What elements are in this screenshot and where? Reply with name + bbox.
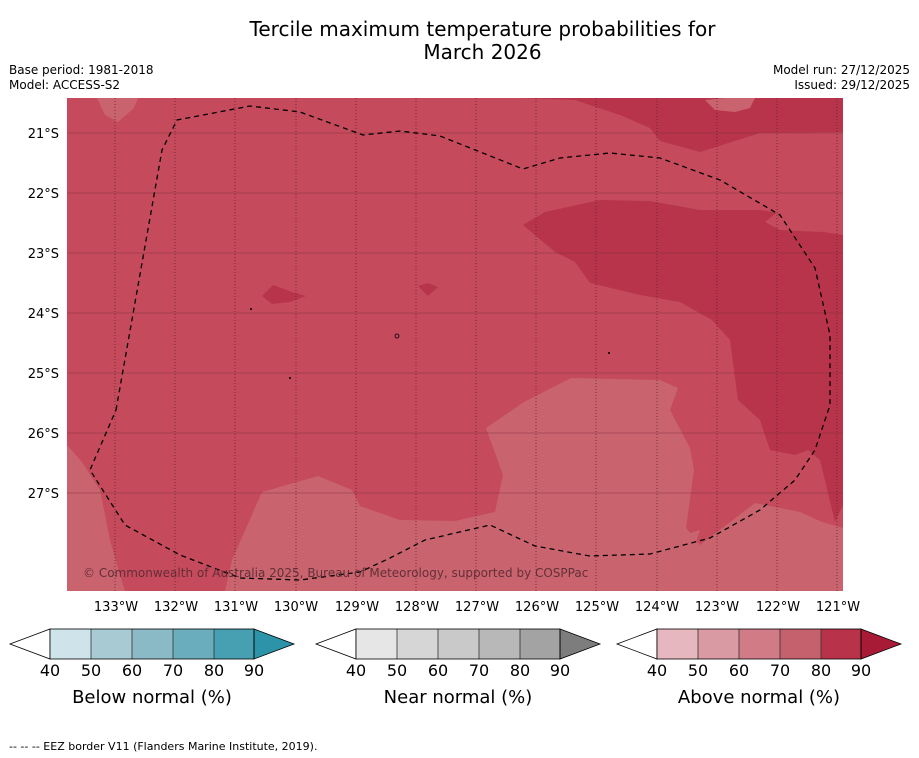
colorbar-tick: 80 (811, 661, 831, 680)
island-marker (289, 377, 291, 379)
colorbar-cell (657, 629, 698, 659)
title-line-1: Tercile maximum temperature probabilitie… (249, 17, 716, 41)
island-marker (394, 333, 400, 339)
colorbar-cell (356, 629, 397, 659)
probability-patch-f (418, 283, 438, 296)
lat-label: 21°S (28, 127, 59, 142)
probability-region-80-north (520, 98, 843, 152)
colorbar-tick: 70 (770, 661, 790, 680)
probability-region-80 (523, 200, 843, 522)
colorbar-cell (479, 629, 520, 659)
colorbar-above-normal: 40 50 60 70 80 90 Above normal (%) (615, 628, 903, 708)
lat-label: 26°S (28, 427, 59, 442)
colorbar-tick: 40 (346, 661, 366, 680)
colorbar-label: Near normal (%) (384, 687, 533, 708)
probability-field-70 (67, 98, 843, 591)
colorbar-tick: 80 (510, 661, 530, 680)
colorbar-cell (438, 629, 479, 659)
colorbar-near-normal: 40 50 60 70 80 90 Near normal (%) (314, 628, 602, 708)
colorbar-tick: 60 (122, 661, 142, 680)
colorbar-tick: 40 (40, 661, 60, 680)
issued-date: Issued: 29/12/2025 (794, 78, 910, 92)
probability-patch-d (668, 530, 700, 591)
colorbar-cell (821, 629, 861, 659)
model-name: Model: ACCESS-S2 (9, 78, 121, 92)
colorbar-max-triangle (559, 628, 602, 660)
probability-patch-b (705, 98, 755, 112)
colorbar-cell (780, 629, 821, 659)
lon-label: 123°W (695, 600, 739, 615)
lon-label: 127°W (455, 600, 499, 615)
lon-label: 126°W (515, 600, 559, 615)
lon-label: 125°W (575, 600, 619, 615)
colorbar-min-triangle (314, 628, 357, 660)
colorbar-max-triangle (253, 628, 296, 660)
colorbar-cell (520, 629, 560, 659)
lon-label: 128°W (395, 600, 439, 615)
meta-left: Base period: 1981-2018 Model: ACCESS-S2 (9, 63, 154, 93)
colorbar-cell (698, 629, 739, 659)
probability-patch-c (738, 506, 800, 591)
map-title: Tercile maximum temperature probabilitie… (0, 18, 919, 64)
lon-label: 122°W (756, 600, 800, 615)
colorbar-tick: 60 (729, 661, 749, 680)
lon-label: 133°W (94, 600, 138, 615)
colorbar-label: Below normal (%) (72, 687, 232, 708)
lon-label: 130°W (274, 600, 318, 615)
colorbar-min-triangle (8, 628, 51, 660)
latitude-labels: 21°S 22°S 23°S 24°S 25°S 26°S 27°S (28, 127, 59, 502)
colorbar-cell (739, 629, 780, 659)
map-panel: © Commonwealth of Australia 2025, Bureau… (67, 98, 843, 591)
lat-label: 24°S (28, 307, 59, 322)
lat-label: 27°S (28, 487, 59, 502)
lat-label: 25°S (28, 367, 59, 382)
probability-region-60-west (67, 445, 125, 591)
colorbar-cell (397, 629, 438, 659)
colorbar-cell (173, 629, 214, 659)
island-marker (250, 308, 252, 310)
colorbar-below-normal: 40 50 60 70 80 90 Below normal (%) (8, 628, 296, 708)
island-marker (608, 352, 610, 354)
lon-label: 132°W (154, 600, 198, 615)
colorbar-cell (50, 629, 91, 659)
lon-label: 129°W (335, 600, 379, 615)
colorbar-cell (214, 629, 254, 659)
colorbar-tick: 50 (688, 661, 708, 680)
lon-label: 124°W (635, 600, 679, 615)
lon-label: 121°W (816, 600, 860, 615)
colorbar-min-triangle (615, 628, 658, 660)
meta-right: Model run: 27/12/2025 Issued: 29/12/2025 (773, 63, 910, 93)
copyright-notice: © Commonwealth of Australia 2025, Bureau… (83, 566, 588, 580)
colorbar-tick: 80 (204, 661, 224, 680)
longitude-gridlines (114, 98, 838, 591)
probability-region-60-north (97, 98, 138, 122)
eez-border (89, 105, 831, 581)
colorbar-tick: 40 (647, 661, 667, 680)
latitude-gridlines (67, 132, 843, 494)
colorbar-tick: 50 (81, 661, 101, 680)
colorbar-tick: 50 (387, 661, 407, 680)
eez-footnote: -- -- -- EEZ border V11 (Flanders Marine… (9, 740, 318, 753)
probability-patch-a (765, 210, 836, 232)
base-period: Base period: 1981-2018 (9, 63, 154, 77)
colorbar-tick: 70 (469, 661, 489, 680)
colorbar-max-triangle (860, 628, 903, 660)
lat-label: 23°S (28, 247, 59, 262)
title-line-2: March 2026 (423, 40, 542, 64)
colorbar-tick: 70 (163, 661, 183, 680)
probability-patch-e (262, 285, 306, 304)
model-run: Model run: 27/12/2025 (772, 63, 910, 77)
colorbar-tick: 60 (428, 661, 448, 680)
colorbar-tick: 90 (851, 661, 871, 680)
colorbar-cell (132, 629, 173, 659)
longitude-labels: 133°W 132°W 131°W 130°W 129°W 128°W 127°… (94, 600, 860, 615)
colorbar-label: Above normal (%) (678, 687, 840, 708)
colorbar-cell (91, 629, 132, 659)
lon-label: 131°W (214, 600, 258, 615)
colorbar-tick: 90 (550, 661, 570, 680)
colorbar-tick: 90 (244, 661, 264, 680)
lat-label: 22°S (28, 187, 59, 202)
